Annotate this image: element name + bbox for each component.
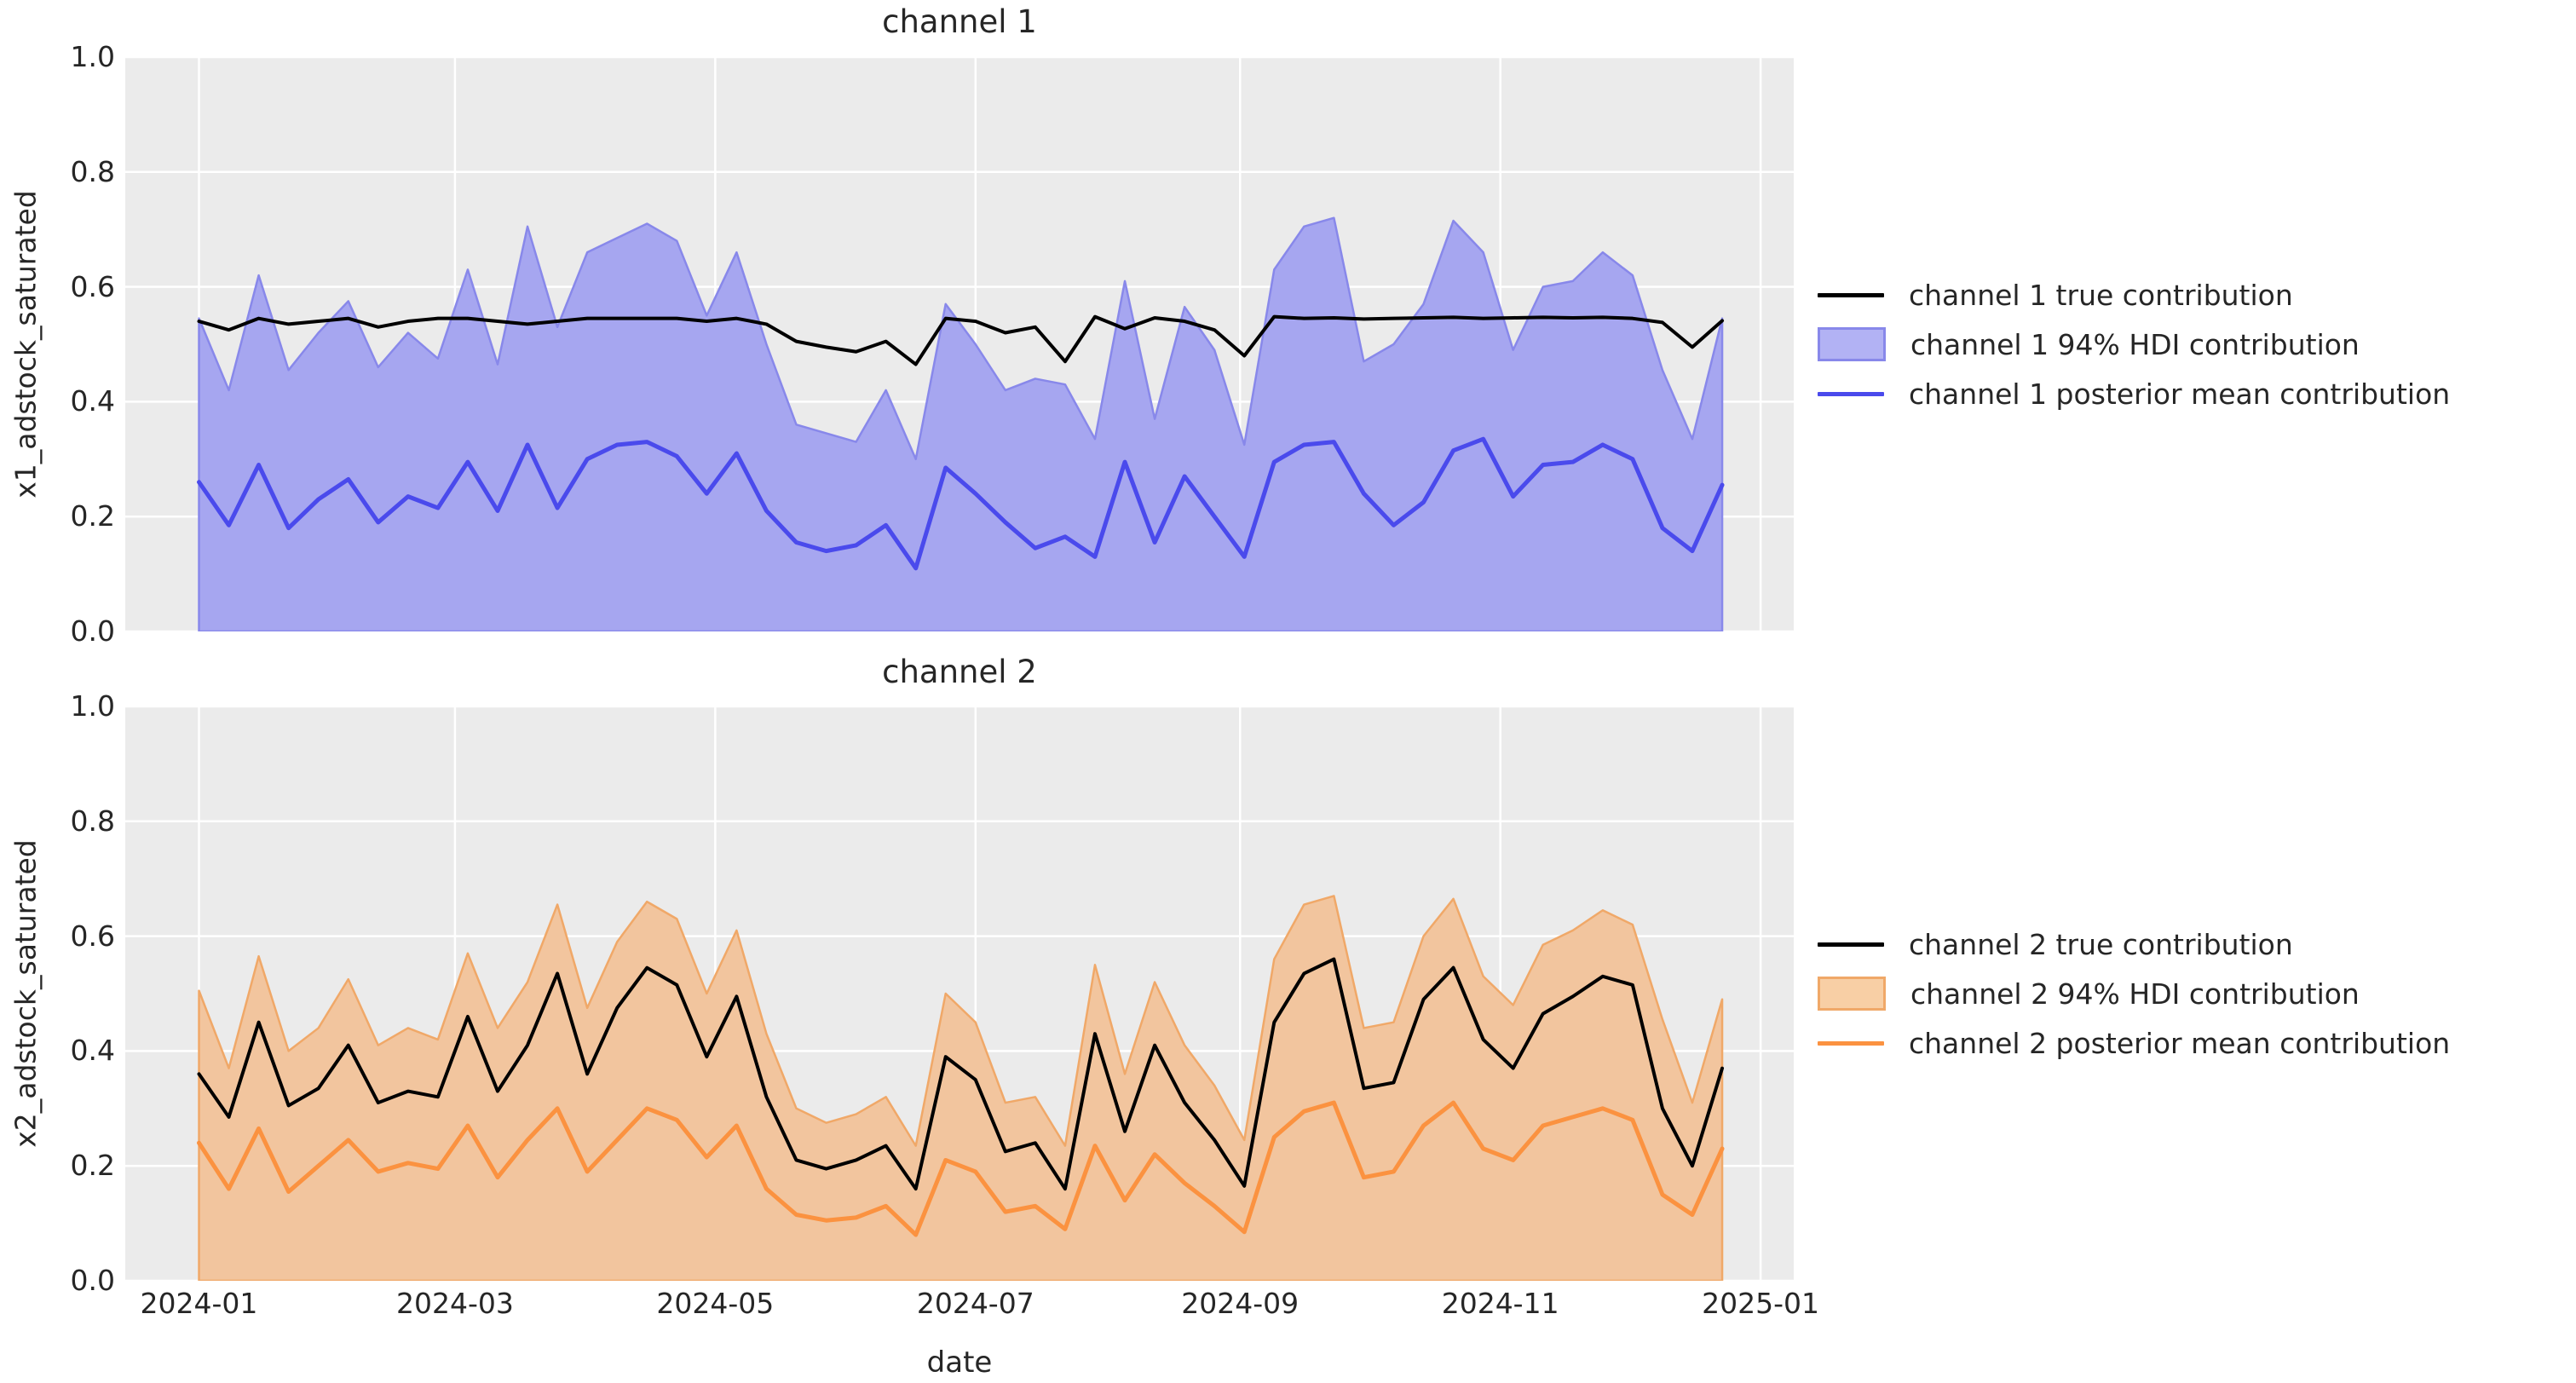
legend1-row-mean: channel 1 posterior mean contribution [1818,377,2450,411]
legend2-true-label: channel 2 true contribution [1909,927,2293,961]
legend1-true-line-swatch [1818,292,1884,297]
y-tick-label: 0.2 [70,499,115,533]
channel-1-true-contribution [197,314,1725,366]
y-tick-label: 0.4 [70,1034,115,1068]
legend1-mean-line-swatch [1818,391,1884,396]
legend1-true-label: channel 1 true contribution [1909,278,2293,312]
legend1-row-true: channel 1 true contribution [1818,278,2293,312]
legend1-hdi-patch-swatch [1818,327,1886,361]
y-tick-label: 1.0 [70,40,115,73]
legend2-mean-line-swatch [1818,1040,1884,1046]
chart1-ylabel: x1_adstock_saturated [9,190,43,498]
chart2-svg [125,706,1794,1281]
y-tick-label: 0.8 [70,154,115,188]
x-tick-label: 2024-11 [1441,1287,1559,1320]
chart2-title: channel 2 [882,654,1037,690]
y-tick-label: 0.8 [70,804,115,838]
legend2-hdi-patch-swatch [1818,977,1886,1011]
chart1-title: channel 1 [882,3,1037,40]
channel-2-true-contribution [197,957,1725,1191]
legend2-row-mean: channel 2 posterior mean contribution [1818,1026,2450,1060]
legend2-mean-label: channel 2 posterior mean contribution [1909,1026,2451,1060]
chart1-plot-area [125,57,1794,631]
channel-2-posterior-mean-contribution [197,1100,1725,1237]
x-tick-label: 2025-01 [1702,1287,1820,1320]
y-tick-label: 0.6 [70,919,115,953]
y-tick-label: 0.0 [70,1264,115,1297]
y-tick-label: 0.0 [70,614,115,648]
channel-1-posterior-mean-contribution [197,436,1725,571]
x-tick-label: 2024-05 [656,1287,775,1320]
legend1-row-hdi: channel 1 94% HDI contribution [1818,327,2360,361]
chart2-plot-area [125,706,1794,1281]
x-tick-label: 2024-07 [916,1287,1034,1320]
legend2-row-true: channel 2 true contribution [1818,927,2293,961]
legend2-true-line-swatch [1818,942,1884,947]
chart2-ylabel: x2_adstock_saturated [9,839,43,1148]
x-tick-label: 2024-01 [140,1287,258,1320]
legend2-row-hdi: channel 2 94% HDI contribution [1818,977,2360,1011]
legend1-mean-label: channel 1 posterior mean contribution [1909,377,2451,411]
legend2-hdi-label: channel 2 94% HDI contribution [1910,977,2360,1011]
y-tick-label: 0.4 [70,384,115,418]
x-tick-label: 2024-09 [1181,1287,1300,1320]
channel-2-hdi-band [198,895,1724,1281]
x-axis-label: date [926,1346,993,1380]
channel-1-hdi-band [198,216,1724,631]
legend1-hdi-label: channel 1 94% HDI contribution [1910,327,2360,361]
chart1-svg [125,57,1794,631]
x-tick-label: 2024-03 [395,1287,514,1320]
y-tick-label: 0.2 [70,1149,115,1183]
y-tick-label: 0.6 [70,269,115,303]
y-tick-label: 1.0 [70,689,115,723]
